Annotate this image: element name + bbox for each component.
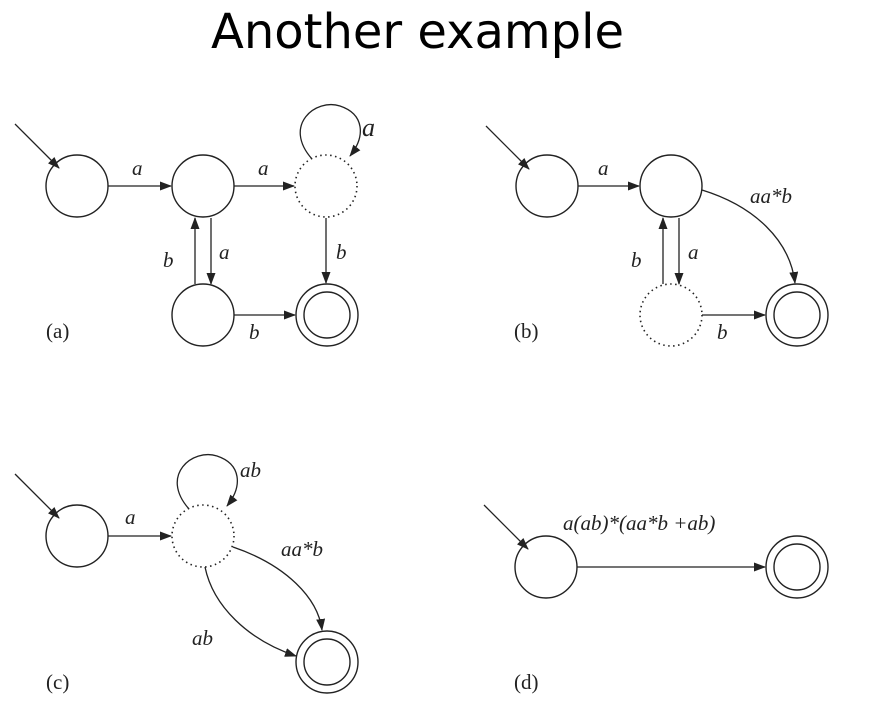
edge-label: b bbox=[249, 320, 260, 344]
edge bbox=[232, 546, 326, 631]
edge bbox=[204, 566, 297, 657]
state-final-inner bbox=[303, 638, 351, 686]
panel-caption: (a) bbox=[46, 319, 69, 343]
state-start bbox=[515, 154, 579, 218]
edge-label: a bbox=[132, 156, 143, 180]
loop-edge bbox=[176, 454, 238, 510]
state-final-outer bbox=[765, 283, 829, 347]
edge-label: a(ab)*(aa*b +ab) bbox=[563, 511, 715, 535]
edge-label: a bbox=[125, 505, 136, 529]
start-arrow bbox=[483, 504, 529, 550]
state-removed bbox=[639, 283, 703, 347]
state-final-outer bbox=[295, 630, 359, 694]
edge-label: b bbox=[717, 320, 728, 344]
panel-c: a ab aa*b ab (c) bbox=[14, 454, 359, 694]
edge-label: a bbox=[688, 240, 699, 264]
state-final-inner bbox=[303, 291, 351, 339]
state-final-outer bbox=[295, 283, 359, 347]
edge-label: a bbox=[362, 113, 375, 142]
edge-label: b bbox=[163, 248, 174, 272]
state-q2 bbox=[171, 283, 235, 347]
page-title: Another example bbox=[211, 4, 624, 60]
panel-caption: (b) bbox=[514, 319, 539, 343]
state-q1 bbox=[639, 154, 703, 218]
edge-label: b bbox=[336, 240, 347, 264]
state-q1 bbox=[171, 154, 235, 218]
start-arrow bbox=[14, 473, 60, 519]
edge-label: b bbox=[631, 248, 642, 272]
edge-label: a bbox=[258, 156, 269, 180]
state-start bbox=[45, 154, 109, 218]
state-final-outer bbox=[765, 535, 829, 599]
panel-b: a aa*b b a b (b) bbox=[485, 125, 829, 347]
edge-label: a bbox=[598, 156, 609, 180]
panel-caption: (d) bbox=[514, 670, 539, 694]
panel-d: a(ab)*(aa*b +ab) (d) bbox=[483, 504, 829, 694]
edge-label: a bbox=[219, 240, 230, 264]
start-arrow bbox=[485, 125, 530, 170]
start-arrow bbox=[14, 123, 60, 169]
loop-edge bbox=[299, 104, 361, 160]
state-final-inner bbox=[773, 543, 821, 591]
edge-label: ab bbox=[240, 458, 261, 482]
edge-label: aa*b bbox=[281, 537, 323, 561]
panel-caption: (c) bbox=[46, 670, 69, 694]
edge-label: ab bbox=[192, 626, 213, 650]
state-removed bbox=[171, 504, 235, 568]
panel-a: a a a b a b b (a) bbox=[14, 104, 375, 347]
edge bbox=[701, 189, 799, 284]
edge-label: aa*b bbox=[750, 184, 792, 208]
state-final-inner bbox=[773, 291, 821, 339]
state-removed bbox=[294, 154, 358, 218]
state-start bbox=[514, 535, 578, 599]
state-start bbox=[45, 504, 109, 568]
